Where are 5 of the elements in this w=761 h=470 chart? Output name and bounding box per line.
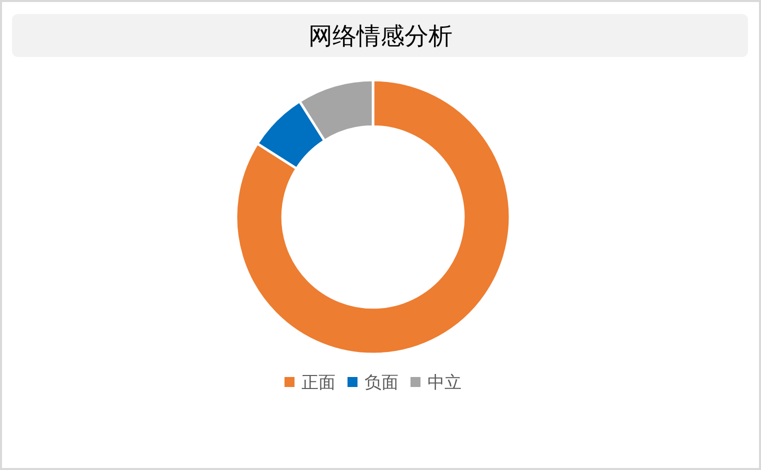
title: 网络情感分析 <box>12 14 748 57</box>
legend-label: 正面 <box>302 373 336 392</box>
chart-title: 网络情感分析 <box>308 23 452 50</box>
legend-label: 中立 <box>428 373 462 392</box>
legend-label: 负面 <box>364 373 398 392</box>
